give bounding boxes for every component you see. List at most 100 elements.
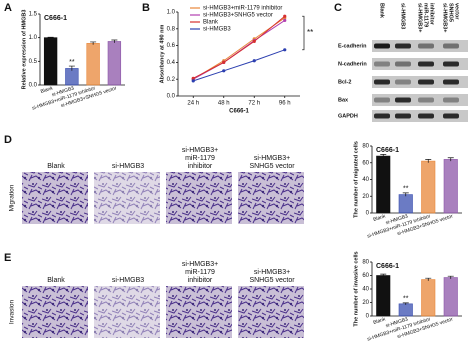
bar (443, 159, 458, 214)
error-bar (425, 277, 432, 281)
blot-row-label: Bcl-2 (338, 79, 351, 85)
legend-label: Blank (203, 20, 219, 26)
chart-title: C666-1 (44, 15, 67, 22)
column-label: si-HMGB3 (112, 163, 144, 170)
line (193, 15, 286, 79)
point (191, 76, 195, 80)
panel-label: D (4, 134, 12, 146)
axis (177, 12, 300, 97)
x-tick-label: 96 h (279, 101, 291, 107)
column-label: miR-1179 (185, 269, 215, 276)
micrograph (166, 172, 232, 224)
blot-band (443, 61, 459, 67)
micrograph (238, 286, 304, 338)
micrograph (94, 172, 160, 224)
blot-strip (372, 94, 468, 106)
micrograph (22, 172, 88, 224)
micrograph (238, 172, 304, 224)
x-tick-label: Blank (40, 85, 54, 95)
point (222, 69, 226, 73)
y-tick-label: 0.2 (167, 77, 176, 83)
column-label: inhibitor (188, 277, 213, 284)
column-label: si-HMGB3+ (182, 261, 218, 268)
blot-row-label: E-cadherin (338, 43, 367, 49)
micrograph (22, 286, 88, 338)
error-bar (447, 157, 454, 162)
y-tick-label: 0.6 (167, 43, 176, 49)
panel-label: C (334, 2, 342, 14)
legend-label: si-HMGB3+SNHG5 vector (203, 13, 273, 19)
blot-column-label: si-HMGB3+ (442, 3, 448, 33)
blot-band (418, 113, 434, 119)
column-label: si-HMGB3+ (182, 147, 218, 154)
blot-band (374, 61, 390, 67)
chart-title: C666-1 (376, 147, 399, 154)
row-label: Migration (9, 184, 16, 211)
column-label: SNHG5 vector (249, 163, 295, 170)
panel-label: E (4, 252, 11, 264)
column-label: si-HMGB3 (112, 277, 144, 284)
error-bar (68, 65, 75, 71)
point (191, 79, 195, 83)
y-tick-label: 1.5 (29, 12, 38, 18)
bar (43, 37, 58, 86)
blot-band (418, 79, 434, 85)
blot-column-label: si-HMGB3+ (417, 3, 423, 33)
blot-column-label: SNHG5 (448, 3, 454, 22)
y-tick-label: 0.0 (29, 83, 38, 89)
panel-label: B (142, 2, 150, 14)
y-tick-label: 20 (362, 300, 369, 306)
line (193, 49, 285, 82)
column-label: Blank (47, 277, 65, 284)
point (222, 60, 226, 64)
blot-band (443, 113, 459, 119)
chart-title: C666-1 (376, 263, 399, 270)
error-bar (111, 39, 118, 43)
error-bar (380, 154, 387, 158)
column-label: SNHG5 vector (249, 277, 295, 284)
y-tick-label: 20 (362, 194, 369, 200)
x-tick-label: 72 h (248, 101, 260, 107)
x-tick-label: Blank (373, 316, 387, 326)
blot-band (418, 97, 434, 103)
micrograph (94, 286, 160, 338)
y-tick-label: 0.8 (167, 26, 176, 32)
column-label: inhibitor (188, 163, 213, 170)
blot-band (374, 43, 390, 49)
bar (398, 194, 413, 214)
blot-band (395, 79, 411, 85)
x-tick-label: Blank (373, 213, 387, 223)
blot-column-label: vector (454, 3, 460, 20)
column-label: si-HMGB3+ (254, 269, 290, 276)
blot-column-label: Blank (379, 3, 385, 19)
y-tick-label: 40 (362, 287, 369, 293)
column-label: miR-1179 (185, 155, 215, 162)
error-bar (425, 159, 432, 163)
y-tick-label: 60 (362, 273, 369, 279)
point (283, 48, 287, 52)
error-bar (402, 302, 409, 305)
column-label: Blank (47, 163, 65, 170)
bracket (302, 15, 305, 51)
blot-row-label: GAPDH (338, 113, 358, 119)
y-tick-label: 0.5 (29, 59, 38, 65)
legend-label: si-HMGB3 (203, 27, 231, 33)
bar (421, 160, 436, 214)
panel-label: A (4, 2, 12, 14)
blot-band (395, 97, 411, 103)
point (283, 14, 287, 18)
bar (65, 68, 79, 86)
bar (443, 277, 458, 317)
blot-band (443, 97, 459, 103)
point (252, 39, 256, 44)
blot-row-label: Bax (338, 97, 349, 103)
blot-row-label: N-cadherin (338, 61, 367, 67)
y-tick-label: 0.4 (167, 60, 176, 66)
blot-column-label: miR-1179 (423, 3, 429, 27)
bar (376, 155, 391, 214)
blot-band (418, 61, 434, 67)
y-axis-label: Relative expression of HMGB3 (21, 10, 27, 90)
blot-band (395, 113, 411, 119)
x-axis-label: C666-1 (229, 109, 249, 115)
y-axis-label: Absorbancy at 490 nm (159, 25, 165, 84)
